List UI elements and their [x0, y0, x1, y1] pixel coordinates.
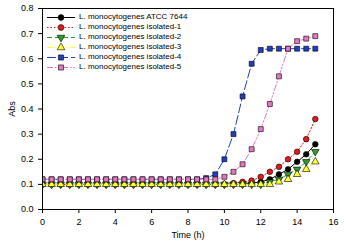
svg-text:0.5: 0.5 [21, 79, 34, 89]
svg-text:0.4: 0.4 [21, 104, 34, 114]
svg-text:Abs: Abs [7, 101, 17, 117]
svg-text:Time (h): Time (h) [171, 230, 204, 240]
svg-text:0.8: 0.8 [21, 3, 34, 13]
svg-text:8: 8 [185, 217, 190, 227]
svg-text:0.7: 0.7 [21, 29, 34, 39]
svg-text:16: 16 [328, 217, 338, 227]
svg-text:0.6: 0.6 [21, 54, 34, 64]
svg-text:0.3: 0.3 [21, 129, 34, 139]
svg-text:2: 2 [76, 217, 81, 227]
svg-text:0.1: 0.1 [21, 179, 34, 189]
svg-text:0: 0 [40, 217, 45, 227]
svg-text:4: 4 [113, 217, 118, 227]
html-text:L. monocytogenes isolated-4: L. monocytogenes isolated-4 [79, 52, 182, 61]
svg-text:0.0: 0.0 [21, 204, 34, 214]
svg-text:12: 12 [256, 217, 266, 227]
html-text:L. monocytogenes isolated-2: L. monocytogenes isolated-2 [79, 32, 182, 41]
svg-text:14: 14 [292, 217, 302, 227]
html-text:L. monocytogenes isolated-5: L. monocytogenes isolated-5 [79, 62, 182, 71]
html-text:L. monocytogenes ATCC 7644: L. monocytogenes ATCC 7644 [79, 12, 188, 21]
html-text:L. monocytogenes isolated-1: L. monocytogenes isolated-1 [79, 22, 182, 31]
svg-text:0.2: 0.2 [21, 154, 34, 164]
svg-text:10: 10 [219, 217, 229, 227]
html-text:L. monocytogenes isolated-3: L. monocytogenes isolated-3 [79, 42, 182, 51]
svg-text:6: 6 [149, 217, 154, 227]
